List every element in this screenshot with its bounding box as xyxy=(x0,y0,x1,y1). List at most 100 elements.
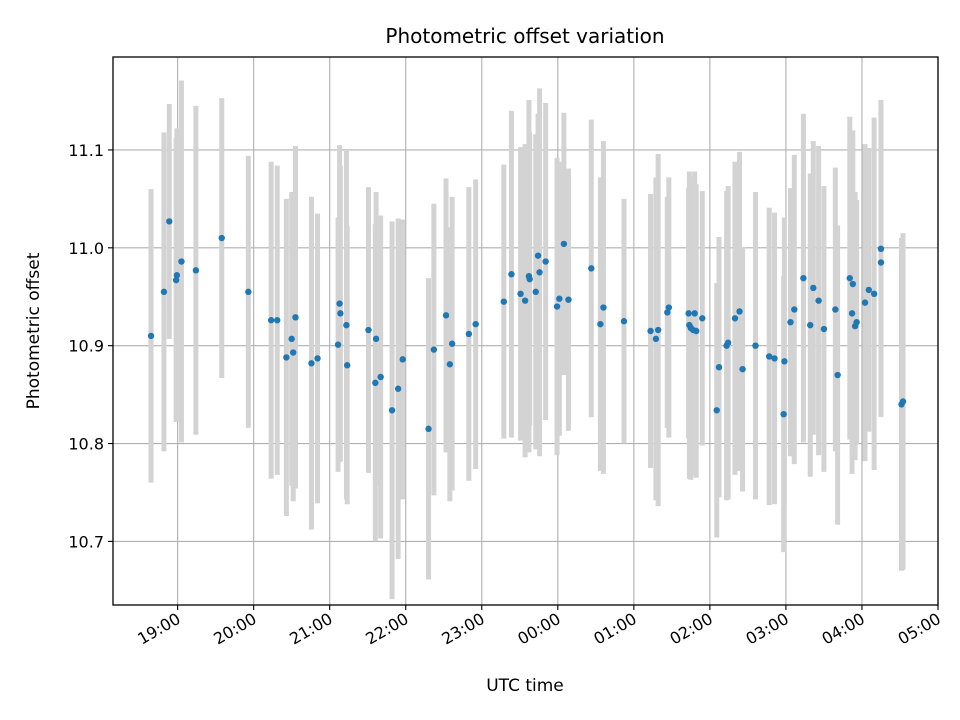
data-point xyxy=(465,330,473,338)
data-point xyxy=(337,310,344,317)
data-point xyxy=(853,318,860,326)
data-point xyxy=(731,315,739,322)
y-axis-ticks: 10.7 10.8 10.9 11.0 11.1 xyxy=(68,141,113,551)
data-point xyxy=(425,425,432,433)
data-point xyxy=(508,271,515,278)
data-point xyxy=(267,317,275,324)
data-point xyxy=(846,274,853,282)
data-point xyxy=(724,339,732,346)
data-point xyxy=(787,318,794,326)
data-point xyxy=(388,407,396,414)
data-point xyxy=(713,407,720,414)
data-point xyxy=(334,341,342,348)
x-axis-title: UTC time xyxy=(486,676,564,696)
data-point xyxy=(218,234,225,242)
data-point xyxy=(781,358,788,365)
data-point xyxy=(536,269,543,276)
data-point xyxy=(288,335,295,343)
data-point xyxy=(691,310,698,317)
data-point xyxy=(560,240,568,248)
data-point xyxy=(377,373,384,381)
data-point xyxy=(173,272,181,279)
data-point xyxy=(526,275,533,283)
data-point xyxy=(446,361,454,368)
data-point xyxy=(771,355,778,362)
data-point xyxy=(810,284,817,292)
data-point xyxy=(647,327,654,335)
data-point xyxy=(780,410,787,418)
chart-title: Photometric offset variation xyxy=(385,24,664,48)
data-point xyxy=(865,286,873,294)
data-point xyxy=(849,280,857,288)
data-point xyxy=(172,276,180,284)
data-point xyxy=(752,342,759,349)
data-point xyxy=(877,259,885,266)
data-point xyxy=(834,371,841,379)
data-point xyxy=(899,398,907,405)
data-point xyxy=(534,252,542,259)
y-tick-label: 10.9 xyxy=(68,337,104,356)
data-point xyxy=(654,326,662,334)
data-point xyxy=(430,346,438,353)
data-point xyxy=(807,321,814,329)
data-point xyxy=(343,321,350,329)
data-point xyxy=(800,274,807,282)
data-point xyxy=(736,308,743,315)
data-point xyxy=(290,349,297,356)
data-point xyxy=(336,300,343,307)
data-point xyxy=(314,355,321,362)
data-point xyxy=(178,258,185,265)
y-tick-label: 11.1 xyxy=(68,141,104,160)
data-point xyxy=(500,298,508,305)
data-point xyxy=(343,362,351,369)
data-point xyxy=(848,310,856,317)
data-point xyxy=(166,218,173,225)
data-point xyxy=(283,354,290,361)
data-point xyxy=(308,360,315,367)
data-point xyxy=(765,353,773,360)
data-point xyxy=(693,327,700,335)
data-point xyxy=(372,335,380,343)
plot-frame xyxy=(112,56,939,606)
data-point xyxy=(870,290,878,298)
data-point xyxy=(600,304,607,311)
data-point xyxy=(820,325,828,333)
data-point xyxy=(245,288,252,296)
data-point xyxy=(791,306,798,313)
data-point xyxy=(517,290,524,298)
data-point xyxy=(399,356,406,363)
data-point xyxy=(521,297,529,304)
data-point xyxy=(832,306,839,313)
data-point xyxy=(597,320,604,328)
data-point xyxy=(274,317,281,324)
data-point xyxy=(699,315,706,322)
data-point xyxy=(365,326,372,334)
data-point xyxy=(815,297,822,304)
data-point xyxy=(652,335,660,343)
data-point xyxy=(394,385,402,392)
data-point xyxy=(147,332,155,340)
y-tick-label: 10.7 xyxy=(68,532,104,551)
data-point xyxy=(715,364,723,371)
data-point xyxy=(877,245,885,252)
data-point xyxy=(565,296,572,303)
data-point xyxy=(861,299,869,306)
data-point xyxy=(448,340,456,347)
data-points xyxy=(147,218,907,433)
data-point xyxy=(553,303,561,310)
data-point xyxy=(685,310,692,317)
y-tick-label: 10.8 xyxy=(68,435,104,454)
data-point xyxy=(542,258,549,265)
data-point xyxy=(620,318,628,325)
y-tick-label: 11.0 xyxy=(68,239,104,258)
data-point xyxy=(292,314,299,321)
data-point xyxy=(532,288,539,296)
data-point xyxy=(160,288,168,296)
data-point xyxy=(372,379,379,387)
data-point xyxy=(665,304,673,311)
data-point xyxy=(556,295,563,302)
data-point xyxy=(739,365,746,373)
data-point xyxy=(472,320,479,328)
